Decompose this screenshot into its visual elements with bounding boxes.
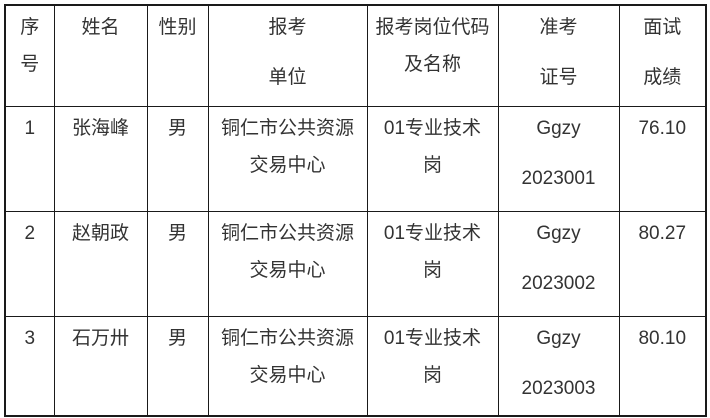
cell-seq-text: 1 [24,117,36,139]
cell-position-code: 01专业技术岗 [366,105,499,212]
header-cell-name-text: 姓名 [81,17,120,38]
header-cell-seq-text: 序 [20,17,40,38]
cell-position-code: 01专业技术岗 [366,210,499,317]
cell-position-code: 01专业技术岗 [366,315,499,417]
header-cell-position-code-text: 报考岗位代码 [375,17,490,38]
table-row: 2 赵朝政男铜仁市公共资源 交易中心 01专业技术岗 Ggzy 2023002 80.27 [4,210,707,317]
cell-seq: 3 [4,315,55,417]
table-row: 1 张海峰男铜仁市公共资源 交易中心 01专业技术岗 Ggzy 2023001 76.10 [4,105,707,212]
cell-position-code-text: 岗 [422,364,442,386]
cell-score-text: 80.10 [638,327,687,349]
cell-score: 76.10 [618,105,707,212]
cell-unit-text: 铜仁市公共资源 [220,327,354,349]
cell-gender-text: 男 [167,117,187,139]
cell-unit: 铜仁市公共资源 交易中心 [207,210,368,317]
interview-results-table: 序号姓名 性别 报考 单位 报考岗位代码 及名称 准考 证号 面试 成绩 1 张海峰男铜仁市公共资源… [4,4,707,417]
cell-ticket-no-text: Ggzy [536,222,581,244]
cell-name: 石万卅 [53,315,148,417]
cell-position-code-text: 岗 [422,154,442,176]
cell-unit-text: 交易中心 [249,259,326,281]
cell-ticket-no-text: Ggzy [536,117,581,139]
header-cell-score: 面试 成绩 [618,4,707,107]
cell-name-text: 石万卅 [71,327,129,349]
cell-score-text: 80.27 [638,222,687,244]
header-cell-score-text: 面试 [643,17,682,38]
cell-unit-text: 交易中心 [249,364,326,386]
cell-seq-text: 2 [24,222,36,244]
cell-gender: 男 [146,210,209,317]
cell-name: 张海峰 [53,105,148,212]
cell-name: 赵朝政 [53,210,148,317]
cell-name-text: 赵朝政 [71,222,129,244]
cell-ticket-no-text: 2023002 [521,272,596,294]
cell-position-code-text: 01专业技术 [383,327,482,349]
cell-seq: 2 [4,210,55,317]
header-cell-name: 姓名 [53,4,148,107]
header-cell-gender-text: 性别 [158,17,197,38]
cell-ticket-no-text: 2023003 [521,377,596,399]
cell-score: 80.10 [618,315,707,417]
cell-ticket-no: Ggzy 2023002 [497,210,620,317]
header-cell-ticket-no-text: 准考 [539,17,578,38]
cell-ticket-no-text: Ggzy [536,327,581,349]
cell-gender-text: 男 [167,327,187,349]
cell-name-text: 张海峰 [71,117,129,139]
cell-position-code-text: 01专业技术 [383,222,482,244]
cell-gender: 男 [146,105,209,212]
cell-score-text: 76.10 [638,117,687,139]
cell-unit-text: 铜仁市公共资源 [220,117,354,139]
cell-unit-text: 交易中心 [249,154,326,176]
header-cell-unit-text: 报考 [268,17,307,38]
header-cell-seq-text: 号 [20,54,40,75]
table-header-row: 序号姓名 性别 报考 单位 报考岗位代码 及名称 准考 证号 面试 成绩 [4,4,707,107]
header-cell-position-code-text: 及名称 [403,54,461,75]
cell-unit: 铜仁市公共资源 交易中心 [207,105,368,212]
cell-seq-text: 3 [24,327,36,349]
table-row: 3 石万卅男铜仁市公共资源 交易中心 01专业技术岗 Ggzy 2023003 80.10 [4,315,707,417]
cell-seq: 1 [4,105,55,212]
cell-score: 80.27 [618,210,707,317]
cell-position-code-text: 岗 [422,259,442,281]
cell-ticket-no-text: 2023001 [521,167,596,189]
header-cell-unit: 报考 单位 [207,4,368,107]
cell-gender-text: 男 [167,222,187,244]
header-cell-gender: 性别 [146,4,209,107]
cell-unit: 铜仁市公共资源 交易中心 [207,315,368,417]
cell-unit-text: 铜仁市公共资源 [220,222,354,244]
header-cell-position-code: 报考岗位代码 及名称 [366,4,499,107]
cell-ticket-no: Ggzy 2023003 [497,315,620,417]
cell-ticket-no: Ggzy 2023001 [497,105,620,212]
cell-position-code-text: 01专业技术 [383,117,482,139]
header-cell-score-text: 成绩 [643,67,682,88]
header-cell-unit-text: 单位 [268,67,307,88]
header-cell-ticket-no: 准考 证号 [497,4,620,107]
cell-gender: 男 [146,315,209,417]
header-cell-ticket-no-text: 证号 [539,67,578,88]
header-cell-seq: 序号 [4,4,55,107]
